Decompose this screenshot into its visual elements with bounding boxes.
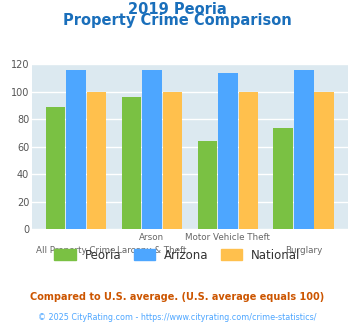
Text: Property Crime Comparison: Property Crime Comparison	[63, 13, 292, 28]
Bar	[315, 92, 334, 229]
Text: Compared to U.S. average. (U.S. average equals 100): Compared to U.S. average. (U.S. average …	[31, 292, 324, 302]
Legend: Peoria, Arizona, National: Peoria, Arizona, National	[50, 244, 305, 266]
Bar	[239, 92, 258, 229]
Bar	[121, 97, 141, 229]
Bar	[142, 70, 162, 229]
Bar	[66, 70, 86, 229]
Text: 2019 Peoria: 2019 Peoria	[128, 2, 227, 16]
Text: Motor Vehicle Theft: Motor Vehicle Theft	[185, 233, 271, 242]
Bar	[218, 73, 238, 229]
Bar	[294, 70, 314, 229]
Bar	[163, 92, 182, 229]
Bar	[87, 92, 106, 229]
Bar	[46, 107, 65, 229]
Bar	[197, 141, 217, 229]
Bar	[273, 128, 293, 229]
Text: © 2025 CityRating.com - https://www.cityrating.com/crime-statistics/: © 2025 CityRating.com - https://www.city…	[38, 314, 317, 322]
Text: All Property Crime: All Property Crime	[36, 246, 116, 255]
Text: Larceny & Theft: Larceny & Theft	[117, 246, 187, 255]
Text: Burglary: Burglary	[285, 246, 322, 255]
Text: Arson: Arson	[140, 233, 164, 242]
